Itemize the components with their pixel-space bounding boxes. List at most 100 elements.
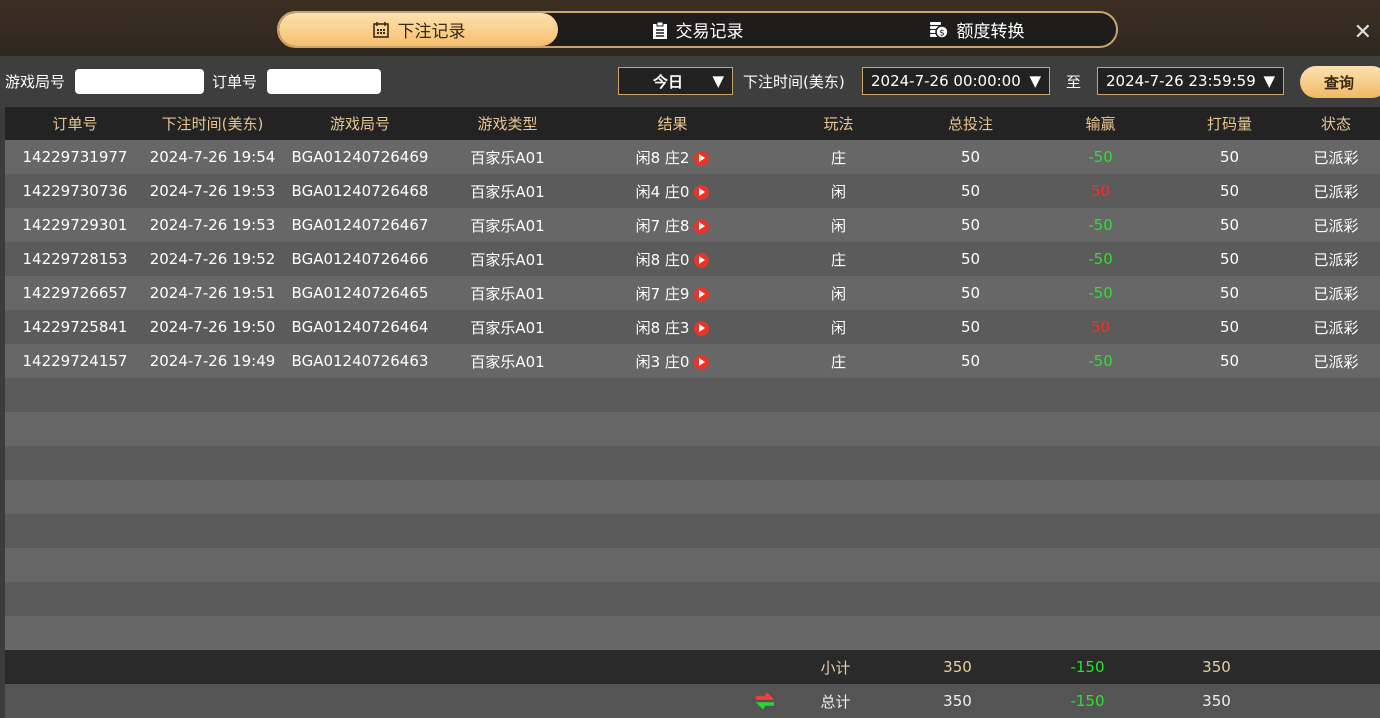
status: 已派彩 — [1313, 352, 1359, 371]
table-header: 订单号 下注时间(美东) 游戏局号 游戏类型 结果 玩法 总投注 输赢 打码量 状态 — [5, 107, 1380, 140]
column-header: 玩法 — [823, 115, 854, 133]
round-number: BGA01240726468 — [291, 182, 429, 200]
play-replay-icon[interactable] — [694, 150, 710, 166]
period-select[interactable]: 今日 ▼ — [618, 67, 733, 95]
empty-row — [5, 548, 1380, 582]
table-row: 14229730736 2024-7-26 19:53 BGA01240726468… — [5, 174, 1380, 208]
tab-transaction-records[interactable]: 交易记录 — [558, 13, 837, 46]
end-time-select[interactable]: 2024-7-26 23:59:59 ▼ — [1097, 67, 1284, 95]
round-number: BGA01240726467 — [291, 216, 429, 234]
turnover: 50 — [1219, 250, 1240, 268]
bet-time: 2024-7-26 19:49 — [149, 352, 276, 370]
win-loss: 50 — [1090, 182, 1111, 200]
query-button[interactable]: 查询 — [1300, 66, 1380, 98]
total-bet: 50 — [960, 148, 981, 166]
empty-row — [5, 378, 1380, 412]
play-replay-icon[interactable] — [694, 184, 710, 200]
clipboard-icon — [652, 21, 667, 39]
status: 已派彩 — [1313, 148, 1359, 167]
game-type: 百家乐A01 — [470, 250, 545, 269]
status: 已派彩 — [1313, 182, 1359, 201]
column-header: 输赢 — [1085, 115, 1116, 133]
empty-row — [5, 514, 1380, 548]
order-number-input[interactable] — [267, 69, 381, 94]
column-header: 状态 — [1320, 115, 1351, 133]
filter-bar: 游戏局号 订单号 今日 ▼ 下注时间(美东) 2024-7-26 00:00:00… — [0, 56, 1380, 107]
tab-credit-transfer[interactable]: $ 额度转换 — [837, 13, 1116, 46]
total-bet: 50 — [960, 216, 981, 234]
order-number: 14229730736 — [22, 182, 128, 200]
dropdown-arrow-icon: ▼ — [1029, 72, 1041, 90]
order-number: 14229726657 — [22, 284, 128, 302]
status: 已派彩 — [1313, 318, 1359, 337]
bet-time: 2024-7-26 19:53 — [149, 182, 276, 200]
table-row: 14229726657 2024-7-26 19:51 BGA01240726465… — [5, 276, 1380, 310]
turnover: 50 — [1219, 216, 1240, 234]
order-number: 14229725841 — [22, 318, 128, 336]
status: 已派彩 — [1313, 250, 1359, 269]
total-winloss: -150 — [1070, 692, 1105, 710]
order-number: 14229731977 — [22, 148, 128, 166]
win-loss: -50 — [1088, 352, 1113, 370]
total-bet: 50 — [960, 250, 981, 268]
total-bet: 50 — [960, 284, 981, 302]
total-row: 总计 350 -150 350 — [5, 684, 1380, 718]
bet-type: 闲 — [830, 182, 846, 201]
round-number-label: 游戏局号 — [5, 73, 66, 91]
dropdown-arrow-icon: ▼ — [1263, 72, 1275, 90]
total-bet: 50 — [960, 318, 981, 336]
order-number: 14229729301 — [22, 216, 128, 234]
turnover: 50 — [1219, 352, 1240, 370]
play-replay-icon[interactable] — [694, 286, 710, 302]
column-header: 结果 — [657, 115, 688, 133]
total-turnover: 350 — [1202, 692, 1231, 710]
close-icon[interactable]: ✕ — [1353, 20, 1372, 45]
order-number: 14229724157 — [22, 352, 128, 370]
play-replay-icon[interactable] — [694, 218, 710, 234]
play-replay-icon[interactable] — [694, 354, 710, 370]
column-header: 下注时间(美东) — [161, 115, 264, 133]
table-row: 14229724157 2024-7-26 19:49 BGA01240726463… — [5, 344, 1380, 378]
game-type: 百家乐A01 — [470, 148, 545, 167]
tab-bet-records[interactable]: 下注记录 — [279, 13, 558, 46]
round-number: BGA01240726464 — [291, 318, 429, 336]
round-number: BGA01240726465 — [291, 284, 429, 302]
round-number: BGA01240726466 — [291, 250, 429, 268]
status: 已派彩 — [1313, 216, 1359, 235]
refresh-icon[interactable] — [753, 689, 777, 713]
win-loss: 50 — [1090, 318, 1111, 336]
column-header: 打码量 — [1206, 115, 1252, 133]
turnover: 50 — [1219, 318, 1240, 336]
win-loss: -50 — [1088, 250, 1113, 268]
tab-bar: 下注记录 交易记录 $ 额度转换 — [277, 11, 1118, 48]
win-loss: -50 — [1088, 148, 1113, 166]
bet-time: 2024-7-26 19:50 — [149, 318, 276, 336]
play-replay-icon[interactable] — [694, 252, 710, 268]
empty-row — [5, 582, 1380, 616]
game-type: 百家乐A01 — [470, 318, 545, 337]
total-label: 总计 — [820, 692, 851, 711]
empty-row — [5, 616, 1380, 650]
game-type: 百家乐A01 — [470, 216, 545, 235]
bet-type: 庄 — [830, 148, 846, 167]
column-header: 订单号 — [52, 115, 98, 133]
round-number: BGA01240726463 — [291, 352, 429, 370]
bet-type: 庄 — [830, 250, 846, 269]
play-replay-icon[interactable] — [694, 320, 710, 336]
round-number-input[interactable] — [75, 69, 204, 94]
empty-row — [5, 446, 1380, 480]
empty-row — [5, 480, 1380, 514]
result: 闲4 庄0 — [635, 182, 690, 201]
order-number-label: 订单号 — [212, 73, 258, 91]
win-loss: -50 — [1088, 216, 1113, 234]
result: 闲8 庄2 — [635, 148, 690, 167]
table-row: 14229728153 2024-7-26 19:52 BGA01240726466… — [5, 242, 1380, 276]
game-type: 百家乐A01 — [470, 284, 545, 303]
start-time-select[interactable]: 2024-7-26 00:00:00 ▼ — [862, 67, 1050, 95]
coins-icon: $ — [929, 21, 949, 39]
result: 闲7 庄9 — [635, 284, 690, 303]
subtotal-label: 小计 — [820, 658, 851, 677]
top-bar: 下注记录 交易记录 $ 额度转换 ✕ — [0, 0, 1380, 56]
game-type: 百家乐A01 — [470, 352, 545, 371]
result: 闲8 庄3 — [635, 318, 690, 337]
